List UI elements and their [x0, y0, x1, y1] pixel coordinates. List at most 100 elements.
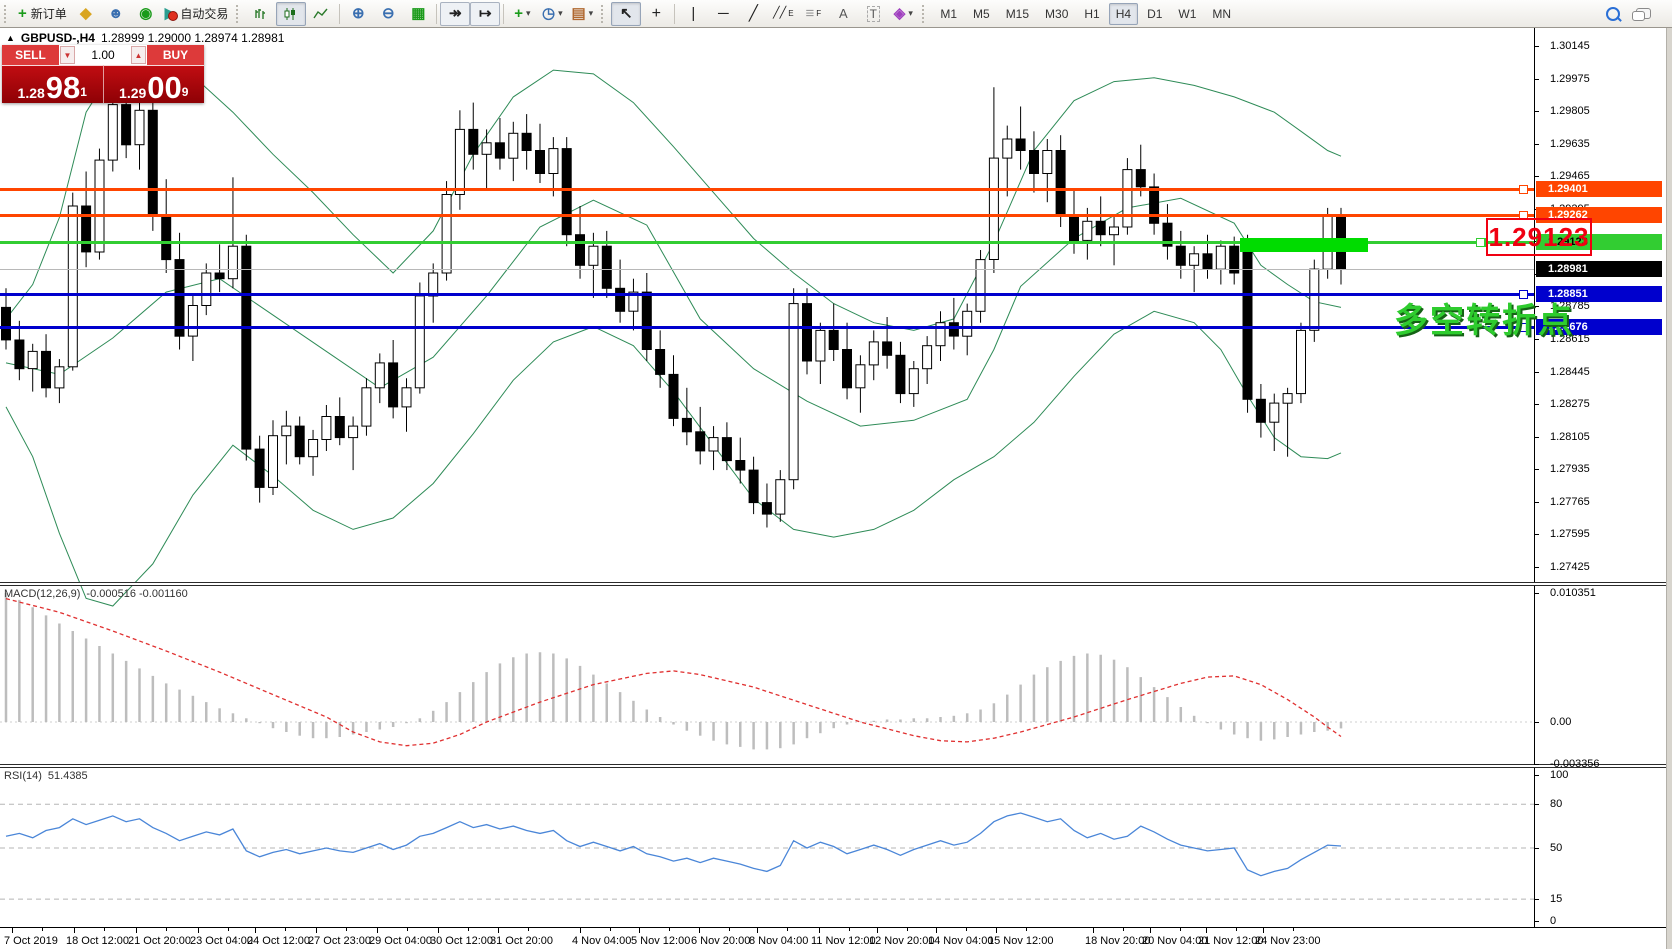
crosshair-button[interactable]: + [641, 2, 671, 26]
time-tick-minor [787, 928, 788, 931]
timeframe-M30[interactable]: M30 [1045, 6, 1069, 21]
time-tick-minor [966, 928, 967, 931]
macd-tick-label: -0.003356 [1550, 758, 1600, 770]
collapse-icon[interactable]: ▲ [6, 33, 15, 43]
candlestick-chart-button[interactable] [276, 1, 307, 26]
text-button[interactable]: A [828, 2, 858, 26]
caret-down-icon: ▾ [558, 8, 563, 18]
toolbar-separator [503, 3, 505, 24]
buy-price[interactable]: 1.29 00 9 [102, 65, 204, 105]
new-order-button[interactable]: + 新订单 [14, 2, 71, 26]
line-anchor-marker[interactable] [1519, 185, 1528, 194]
timeframe-MN[interactable]: MN [1212, 6, 1232, 21]
time-tick-minor [1180, 928, 1181, 931]
buy-button[interactable]: BUY [147, 45, 204, 65]
shapes-dropdown[interactable]: ◈ ▾ [888, 2, 918, 26]
indicators-dropdown[interactable]: + ▾ [507, 2, 537, 26]
shapes-icon: ◈ [893, 5, 906, 22]
highlight-rectangle[interactable] [1240, 238, 1368, 252]
macd-splitter[interactable] [0, 582, 1672, 586]
timeframe-D1[interactable]: D1 [1147, 6, 1163, 21]
chart-shift-button[interactable]: ↦ [470, 1, 501, 26]
line-chart-button[interactable] [306, 2, 336, 26]
time-tick [1206, 928, 1207, 933]
vertical-line-button[interactable]: | [678, 2, 708, 26]
zoom-out-button[interactable]: ⊖ [373, 2, 403, 26]
line-anchor-marker[interactable] [1519, 290, 1528, 299]
channel-button[interactable]: ╱╱ E [768, 2, 798, 26]
time-tick [996, 928, 997, 933]
trendline-button[interactable]: ╱ [738, 2, 768, 26]
timeframe-H1[interactable]: H1 [1084, 6, 1100, 21]
horizontal-level-line[interactable] [0, 326, 1534, 329]
fibonacci-button[interactable]: ≡ F [798, 2, 828, 26]
time-label: 21 Nov 12:00 [1198, 935, 1264, 947]
time-tick [699, 928, 700, 933]
price-tick-label: 1.28445 [1550, 366, 1590, 378]
time-label: 5 Nov 12:00 [631, 935, 691, 947]
vertical-line-icon: | [691, 5, 696, 22]
auto-scroll-icon: ↠ [449, 5, 462, 22]
volume-increase-button[interactable]: ▲ [131, 46, 146, 64]
time-axis[interactable]: 7 Oct 2019 18 Oct 12:00 21 Oct 20:00 23 Oct… [0, 927, 1672, 949]
timeframe-W1[interactable]: W1 [1178, 6, 1197, 21]
sell-price[interactable]: 1.28 98 1 [2, 65, 103, 103]
horizontal-level-line[interactable] [0, 293, 1534, 296]
zoom-in-button[interactable]: ⊕ [343, 2, 373, 26]
templates-dropdown[interactable]: ▤ ▾ [567, 2, 597, 26]
price-tick [1534, 567, 1539, 568]
price-tick [1534, 469, 1539, 470]
gold-button[interactable]: ◆ [71, 2, 101, 26]
time-tick-minor [407, 928, 408, 931]
macd-panel[interactable] [0, 586, 1672, 764]
sell-price-pip: 1 [80, 85, 87, 99]
macd-label: MACD(12,26,9) [4, 588, 81, 600]
timeframe-M1[interactable]: M1 [940, 6, 958, 21]
toolbar-grip[interactable] [4, 4, 11, 23]
search-icon [1606, 6, 1620, 21]
timeframe-H4[interactable]: H4 [1108, 2, 1139, 25]
symbol-info-bar: ▲ GBPUSD-,H4 1.28999 1.29000 1.28974 1.2… [6, 31, 284, 45]
price-callout-box[interactable]: 1.29123 [1486, 218, 1592, 256]
time-label: 24 Nov 23:00 [1255, 935, 1321, 947]
toolbar-grip[interactable] [601, 4, 608, 23]
volume-decrease-button[interactable]: ▼ [60, 46, 75, 64]
tile-windows-button[interactable]: ▦ [403, 2, 433, 26]
bar-chart-button[interactable] [246, 2, 276, 26]
line-anchor-marker[interactable] [1519, 323, 1528, 332]
rsi-panel[interactable] [0, 768, 1672, 927]
zoom-in-icon: ⊕ [352, 5, 365, 22]
spinner-up-icon: ▲ [134, 50, 143, 60]
rsi-splitter[interactable] [0, 764, 1672, 768]
chinese-annotation[interactable]: 多空转折点 [1394, 304, 1574, 338]
text-label-button[interactable]: T [858, 2, 888, 26]
price-tick-label: 1.28785 [1550, 300, 1590, 312]
price-tick [1534, 534, 1539, 535]
periods-dropdown[interactable]: ◷ ▾ [537, 2, 567, 26]
toolbar-grip[interactable] [922, 4, 929, 23]
buy-button-label: BUY [162, 48, 189, 62]
horizontal-line-button[interactable]: ─ [708, 2, 738, 26]
toolbar-grip[interactable] [236, 4, 243, 23]
chat-button[interactable] [1628, 2, 1658, 26]
price-tick [1534, 144, 1539, 145]
cursor-button[interactable]: ↖ [611, 1, 642, 26]
time-tick-minor [228, 928, 229, 931]
line-anchor-marker[interactable] [1476, 238, 1485, 247]
buy-price-big: 00 [147, 69, 182, 105]
horizontal-level-line[interactable] [0, 188, 1534, 191]
bid-price-label: 1.28981 [1536, 261, 1662, 277]
sell-button[interactable]: SELL [2, 45, 59, 65]
community-button[interactable]: ☻ [101, 2, 131, 26]
signals-button[interactable]: ◉ [131, 2, 161, 26]
timeframe-M5[interactable]: M5 [973, 6, 990, 21]
volume-input[interactable] [75, 46, 131, 64]
time-tick [377, 928, 378, 933]
macd-values: -0.000516 -0.001160 [86, 588, 188, 600]
macd-tick-label: 0.010351 [1550, 587, 1596, 599]
auto-trading-button[interactable]: ▶ 自动交易 [161, 2, 233, 26]
search-button[interactable] [1598, 2, 1628, 26]
horizontal-level-line[interactable] [0, 214, 1534, 217]
auto-scroll-button[interactable]: ↠ [440, 1, 471, 26]
timeframe-M15[interactable]: M15 [1005, 6, 1030, 21]
